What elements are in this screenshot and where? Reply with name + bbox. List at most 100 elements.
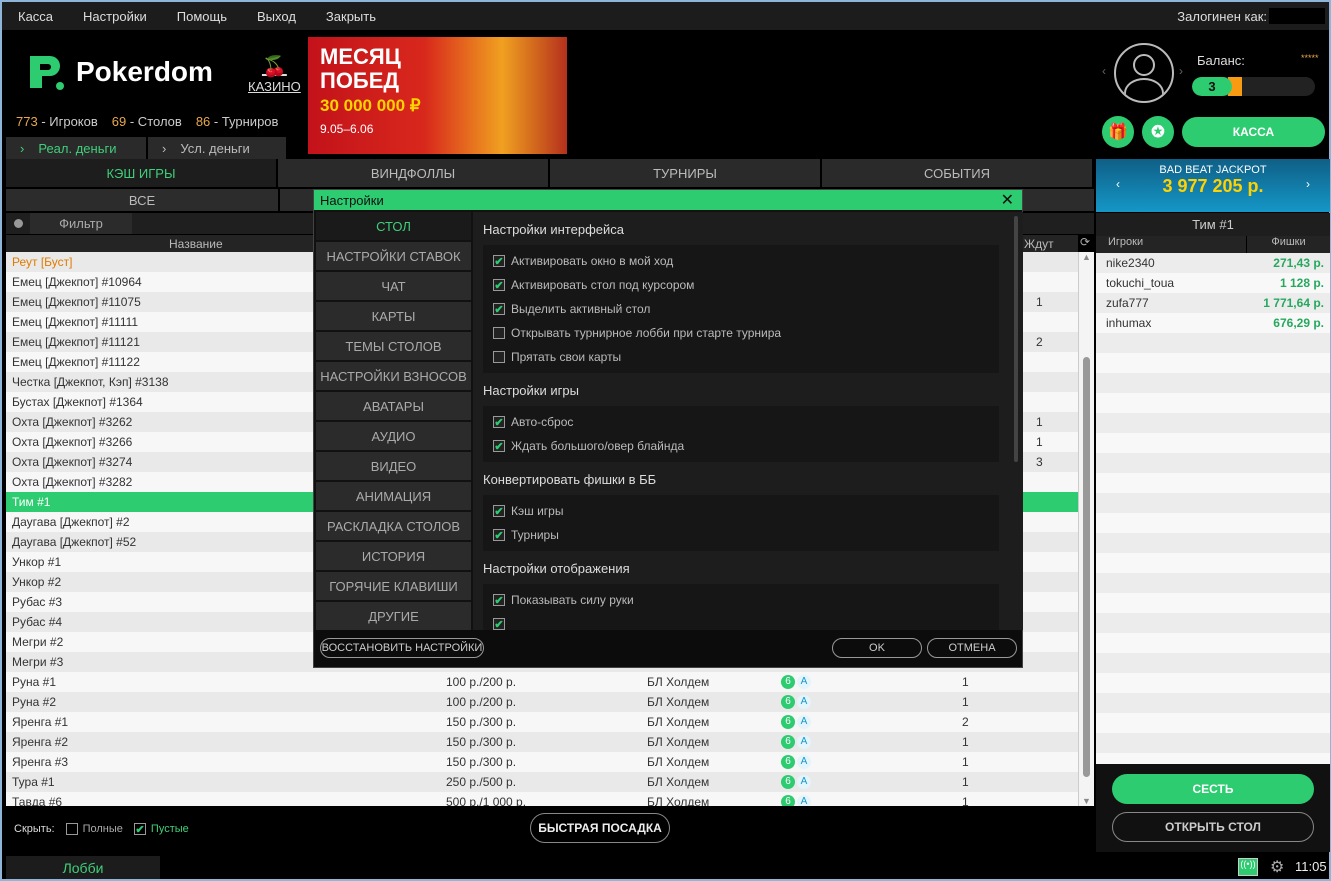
jackpot-next-icon[interactable]: › — [1306, 177, 1310, 191]
scroll-down-icon[interactable]: ▼ — [1082, 796, 1091, 806]
next-avatar-icon[interactable]: › — [1179, 64, 1183, 78]
filter-button[interactable]: Фильтр — [30, 213, 132, 234]
vip-stars: ***** — [1301, 53, 1319, 63]
settings-nav-item[interactable]: НАСТРОЙКИ ВЗНОСОВ — [316, 362, 471, 390]
scroll-up-icon[interactable]: ▲ — [1082, 252, 1091, 262]
settings-nav-item[interactable]: АУДИО — [316, 422, 471, 450]
player-row[interactable]: zufa777 1 771,64 р. — [1096, 293, 1330, 313]
col-name[interactable]: Название — [169, 237, 223, 251]
checkbox[interactable]: ✔ — [493, 303, 505, 316]
avatar[interactable] — [1114, 43, 1174, 103]
tab-3[interactable]: СОБЫТИЯ — [822, 159, 1094, 187]
tab-1[interactable]: ВИНДФОЛЛЫ — [278, 159, 550, 187]
checkbox[interactable]: ✔ — [493, 505, 505, 518]
menu-item[interactable]: Закрыть — [325, 8, 376, 24]
setting-checkbox[interactable]: ✔ Авто-сброс — [493, 410, 999, 434]
quick-seat-button[interactable]: БЫСТРАЯ ПОСАДКА — [530, 813, 670, 843]
jackpot-prev-icon[interactable]: ‹ — [1116, 177, 1120, 191]
cancel-button[interactable]: ОТМЕНА — [927, 638, 1017, 658]
menu-item[interactable]: Настройки — [83, 8, 147, 24]
table-row[interactable]: Яренга #1 150 р./300 р. БЛ Холдем 6 A 2 — [6, 712, 1078, 732]
settings-nav-item[interactable]: КАРТЫ — [316, 302, 471, 330]
real-money-tab[interactable]: › Реал. деньги — [6, 137, 146, 159]
sit-button[interactable]: СЕСТЬ — [1112, 774, 1314, 804]
player-row[interactable]: nike2340 271,43 р. — [1096, 253, 1330, 273]
casino-link[interactable]: 🍒 КАЗИНО — [248, 54, 301, 94]
settings-nav-item[interactable]: АНИМАЦИЯ — [316, 482, 471, 510]
hide-empty-checkbox[interactable]: ✔ — [133, 823, 146, 836]
setting-checkbox[interactable]: ✔ Ждать большого/овер блайнда — [493, 434, 999, 458]
restore-settings-button[interactable]: ВОССТАНОВИТЬ НАСТРОЙКИ — [320, 638, 484, 658]
setting-checkbox[interactable]: Прятать свои карты — [493, 345, 999, 369]
ok-button[interactable]: OK — [832, 638, 922, 658]
settings-scrollbar[interactable] — [1014, 216, 1018, 462]
award-icon: ✪ — [1151, 124, 1165, 141]
tab-2[interactable]: ТУРНИРЫ — [550, 159, 822, 187]
table-row[interactable]: Яренга #3 150 р./300 р. БЛ Холдем 6 A 1 — [6, 752, 1078, 772]
hide-full-checkbox[interactable] — [65, 823, 78, 835]
checkbox[interactable]: ✔ — [493, 618, 505, 630]
setting-checkbox[interactable]: ✔ Активировать окно в мой ход — [493, 249, 999, 273]
logo-icon — [30, 56, 64, 90]
player-row[interactable]: tokuchi_toua 1 128 р. — [1096, 273, 1330, 293]
table-row[interactable]: Тура #1 250 р./500 р. БЛ Холдем 6 A 1 — [6, 772, 1078, 792]
settings-nav-item[interactable]: ЧАТ — [316, 272, 471, 300]
row-name: Емец [Джекпот] #11121 — [12, 335, 140, 349]
setting-checkbox[interactable]: Открывать турнирное лобби при старте тур… — [493, 321, 999, 345]
gear-icon[interactable]: ⚙ — [1270, 859, 1285, 876]
settings-nav-item[interactable]: ГОРЯЧИЕ КЛАВИШИ — [316, 572, 471, 600]
jackpot-banner: BAD BEAT JACKPOT 3 977 205 р. ‹ › — [1096, 159, 1330, 212]
settings-nav-item[interactable]: СТОЛ — [316, 212, 471, 240]
table-row[interactable]: Тавда #6 500 р./1 000 р. БЛ Холдем 6 A 1 — [6, 792, 1078, 806]
checkbox[interactable]: ✔ — [493, 440, 505, 453]
checkbox[interactable]: ✔ — [493, 594, 505, 607]
table-row[interactable]: Руна #2 100 р./200 р. БЛ Холдем 6 A 1 — [6, 692, 1078, 712]
col-waiting[interactable]: Ждут — [1024, 237, 1054, 251]
menu-item[interactable]: Помощь — [176, 8, 228, 24]
checkbox[interactable]: ✔ — [493, 529, 505, 542]
row-game: БЛ Холдем — [647, 755, 710, 769]
player-row[interactable]: inhumax 676,29 р. — [1096, 313, 1330, 333]
settings-nav-item[interactable]: АВАТАРЫ — [316, 392, 471, 420]
scroll-thumb[interactable] — [1083, 357, 1090, 777]
rewards-button[interactable]: ✪ — [1142, 116, 1174, 148]
settings-nav-item[interactable]: ДРУГИЕ — [316, 602, 471, 630]
checkbox[interactable]: ✔ — [493, 255, 505, 268]
setting-checkbox[interactable]: ✔ Активировать стол под курсором — [493, 273, 999, 297]
close-icon[interactable]: ✕ — [1000, 192, 1014, 209]
setting-checkbox[interactable]: ✔ — [493, 612, 999, 630]
play-money-tab[interactable]: › Усл. деньги — [148, 137, 286, 159]
open-table-button[interactable]: ОТКРЫТЬ СТОЛ — [1112, 812, 1314, 842]
table-scrollbar[interactable]: ▲ ▼ — [1078, 252, 1094, 806]
table-row[interactable]: Руна #1 100 р./200 р. БЛ Холдем 6 A 1 — [6, 672, 1078, 692]
hide-empty-label: Пустые — [150, 823, 189, 835]
tab-0[interactable]: КЭШ ИГРЫ — [6, 159, 278, 187]
promo-banner[interactable]: МЕСЯЦ ПОБЕД 30 000 000 ₽ 9.05–6.06 — [308, 37, 567, 154]
menu-item[interactable]: Касса — [18, 8, 54, 24]
settings-nav-item[interactable]: ТЕМЫ СТОЛОВ — [316, 332, 471, 360]
pokerdom-logo[interactable]: Pokerdom — [26, 52, 213, 92]
checkbox[interactable]: ✔ — [493, 279, 505, 292]
checkbox[interactable] — [493, 327, 505, 339]
settings-nav-item[interactable]: ИСТОРИЯ — [316, 542, 471, 570]
settings-nav-item[interactable]: НАСТРОЙКИ СТАВОК — [316, 242, 471, 270]
refresh-icon[interactable]: ⟳ — [1080, 235, 1091, 249]
setting-checkbox[interactable]: ✔ Кэш игры — [493, 499, 999, 523]
menu-item[interactable]: Выход — [257, 8, 296, 24]
gift-button[interactable]: 🎁 — [1102, 116, 1134, 148]
settings-nav-item[interactable]: РАСКЛАДКА СТОЛОВ — [316, 512, 471, 540]
kassa-button[interactable]: КАССА — [1182, 117, 1325, 147]
setting-checkbox[interactable]: ✔ Показывать силу руки — [493, 588, 999, 612]
lobby-tab[interactable]: Лобби — [6, 856, 160, 879]
setting-checkbox[interactable]: ✔ Турниры — [493, 523, 999, 547]
checkbox[interactable] — [493, 351, 505, 363]
checkbox[interactable]: ✔ — [493, 416, 505, 429]
prev-avatar-icon[interactable]: ‹ — [1102, 64, 1106, 78]
filter-dot-icon[interactable] — [14, 219, 23, 228]
settings-nav-item[interactable]: ВИДЕО — [316, 452, 471, 480]
row-name: Честка [Джекпот, Кэп] #3138 — [12, 375, 169, 389]
setting-checkbox[interactable]: ✔ Выделить активный стол — [493, 297, 999, 321]
subtab-all[interactable]: ВСЕ — [6, 189, 278, 211]
table-row[interactable]: Яренга #2 150 р./300 р. БЛ Холдем 6 A 1 — [6, 732, 1078, 752]
connection-icon[interactable]: ((•)) — [1238, 858, 1258, 876]
